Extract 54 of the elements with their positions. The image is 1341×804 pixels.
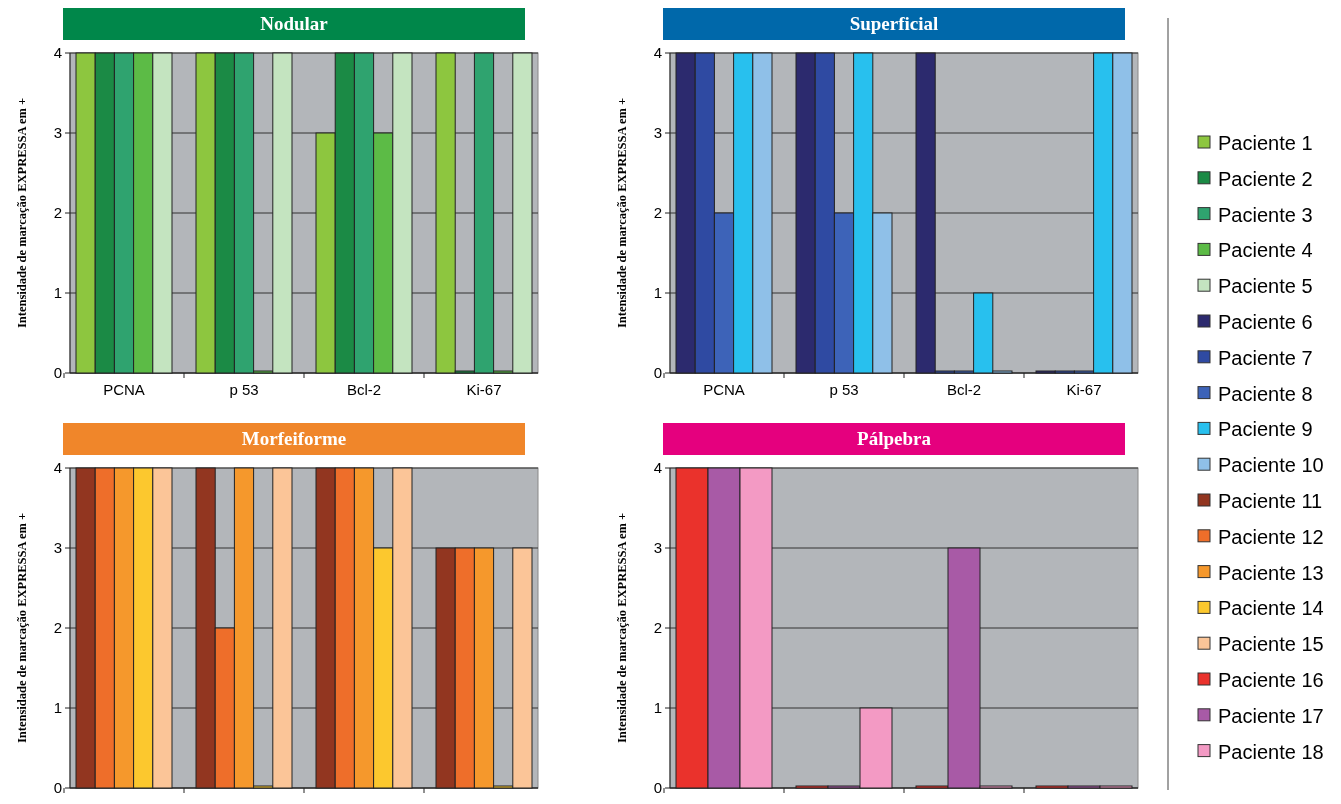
x-tick-label: p 53	[829, 381, 859, 398]
x-tick-label: Ki-67	[1066, 381, 1102, 398]
chart-title: Nodular	[260, 13, 329, 34]
chart-title: Superficial	[849, 13, 939, 34]
legend-label: Paciente 17	[1218, 704, 1324, 727]
legend-label: Paciente 18	[1218, 740, 1324, 763]
legend-label: Paciente 5	[1218, 275, 1313, 298]
x-tick-label: Bcl-2	[346, 381, 382, 398]
y-tick-label: 0	[53, 364, 62, 382]
legend-label: Paciente 12	[1218, 525, 1324, 548]
chart-title: Morfeiforme	[241, 428, 347, 449]
y-tick-label: 3	[653, 539, 662, 557]
y-tick-label: 3	[53, 124, 62, 142]
x-tick-label: PCNA	[103, 381, 145, 398]
legend-label: Paciente 7	[1218, 346, 1313, 369]
legend-label: Paciente 9	[1218, 418, 1313, 441]
y-tick-label: 2	[653, 619, 662, 637]
y-tick-label: 1	[53, 284, 62, 302]
y-axis-title: Intensidade de marcação EXPRESSA em +	[15, 512, 29, 744]
legend-label: Paciente 6	[1218, 311, 1313, 333]
y-tick-label: 2	[53, 204, 62, 222]
y-tick-label: 1	[653, 699, 662, 717]
y-tick-label: 0	[53, 779, 62, 797]
legend-label: Paciente 1	[1218, 132, 1313, 154]
y-tick-label: 4	[653, 459, 662, 477]
y-axis-title: Intensidade de marcação EXPRESSA em +	[615, 512, 629, 744]
y-tick-label: 3	[53, 539, 62, 557]
legend-label: Paciente 13	[1218, 561, 1324, 584]
legend-label: Paciente 8	[1218, 382, 1313, 405]
y-axis-title: Intensidade de marcação EXPRESSA em +	[615, 97, 629, 329]
x-tick-label: Ki-67	[466, 381, 502, 398]
x-tick-label: Bcl-2	[946, 381, 982, 398]
y-tick-label: 2	[653, 204, 662, 222]
x-tick-label: PCNA	[703, 381, 745, 398]
chart-title: Pálpebra	[857, 428, 932, 449]
y-tick-label: 3	[653, 124, 662, 142]
legend-label: Paciente 10	[1218, 454, 1324, 477]
y-tick-label: 2	[53, 619, 62, 637]
y-tick-label: 4	[53, 44, 62, 62]
y-tick-label: 1	[653, 284, 662, 302]
y-tick-label: 0	[653, 779, 662, 797]
y-tick-label: 1	[53, 699, 62, 717]
legend-label: Paciente 16	[1218, 669, 1324, 691]
legend-label: Paciente 4	[1218, 239, 1313, 262]
legend-label: Paciente 3	[1218, 203, 1313, 226]
legend-label: Paciente 14	[1218, 597, 1324, 620]
legend-label: Paciente 2	[1218, 167, 1313, 190]
y-tick-label: 4	[53, 459, 62, 477]
y-axis-title: Intensidade de marcação EXPRESSA em +	[15, 97, 29, 329]
y-tick-label: 0	[653, 364, 662, 382]
legend-label: Paciente 15	[1218, 633, 1324, 656]
y-tick-label: 4	[653, 44, 662, 62]
x-tick-label: p 53	[229, 381, 259, 398]
legend-label: Paciente 11	[1218, 490, 1323, 512]
